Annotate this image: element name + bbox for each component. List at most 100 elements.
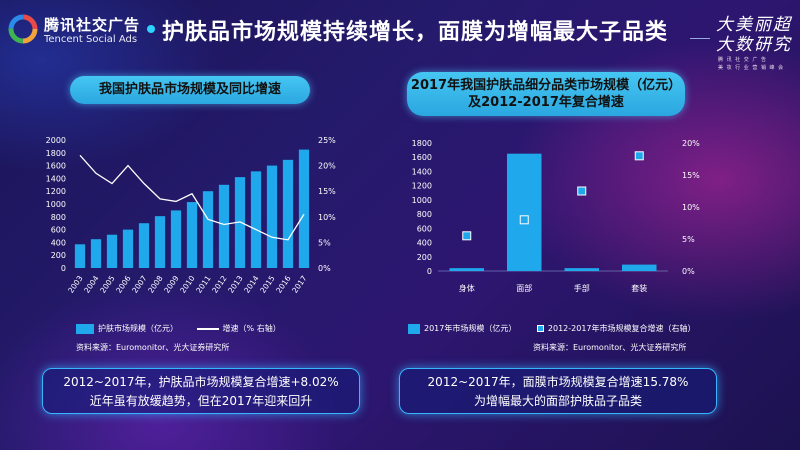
x-tick-label: 2010	[178, 274, 196, 295]
x-tick-label: 面部	[516, 283, 532, 293]
x-tick-label: 身体	[459, 283, 475, 293]
right-source-note: 资料来源：Euromonitor、光大证券研究所	[533, 343, 687, 352]
x-tick-label: 2016	[274, 274, 292, 295]
bar	[250, 171, 262, 268]
x-tick-label: 2005	[98, 274, 116, 295]
left-summary-line1: 2012~2017年，护肤品市场规模复合增速+8.02%	[63, 375, 339, 389]
legend-line-label: 增速（% 右轴）	[222, 324, 281, 333]
bar	[298, 149, 310, 268]
bar	[106, 234, 118, 268]
growth-line	[79, 154, 305, 241]
legend-point-swatch	[536, 325, 544, 332]
tencent-social-ads-logo: 腾讯社交广告 Tencent Social Ads	[6, 10, 146, 50]
logo-text-en: Tencent Social Ads	[44, 34, 138, 45]
legend-bar-swatch	[408, 323, 420, 334]
right-legend: 2017年市场规模（亿元） 2012-2017年市场规模复合增速（右轴）	[408, 323, 696, 334]
bar	[218, 184, 230, 268]
y2-tick-label: 25%	[318, 136, 336, 145]
left-summary-box: 2012~2017年，护肤品市场规模复合增速+8.02% 近年虽有放缓趋势，但在…	[42, 368, 360, 414]
legend-point-label: 2012-2017年市场规模复合增速（右轴）	[547, 324, 696, 333]
cagr-point	[519, 215, 529, 225]
right-summary-box: 2012~2017年，面膜市场规模复合增速15.78% 为增幅最大的面部护肤品子…	[399, 368, 717, 414]
brand-subtitle-2: 美 妆 行 业 营 销 峰 会	[718, 65, 785, 71]
y2-tick-label: 15%	[682, 171, 700, 180]
y-tick-label: 1200	[412, 182, 432, 191]
x-tick-label: 2009	[162, 274, 180, 295]
x-tick-label: 2003	[66, 274, 84, 295]
x-tick-label: 手部	[574, 283, 590, 293]
y-tick-label: 1400	[46, 174, 66, 183]
bar	[74, 244, 86, 268]
bar	[282, 159, 294, 268]
y2-tick-label: 0%	[682, 267, 695, 276]
x-tick-label: 2012	[210, 274, 228, 295]
brand-divider	[690, 38, 710, 39]
y-tick-label: 1600	[46, 162, 66, 171]
brand-badge: 大美丽超 大数研究 腾 讯 社 交 广 告 美 妆 行 业 营 销 峰 会	[702, 8, 792, 74]
y-tick-label: 1400	[412, 167, 432, 176]
logo-text-cn: 腾讯社交广告	[44, 16, 141, 34]
logo-mark-icon	[8, 14, 38, 44]
bar	[266, 165, 278, 268]
y2-tick-label: 5%	[682, 235, 695, 244]
x-tick-label: 2015	[258, 274, 276, 295]
x-tick-label: 2014	[242, 274, 260, 295]
cagr-point	[634, 151, 644, 161]
bar	[122, 229, 134, 268]
page-title: 护肤品市场规模持续增长，面膜为增幅最大子品类	[162, 20, 669, 45]
x-tick-label: 2004	[82, 274, 100, 295]
y-tick-label: 800	[417, 210, 432, 219]
y-tick-label: 200	[417, 253, 432, 262]
right-chart-title: 2017年我国护肤品细分品类市场规模（亿元） 及2012-2017年复合增速	[407, 72, 685, 116]
y-tick-label: 800	[51, 213, 66, 222]
bar	[449, 268, 484, 271]
y-tick-label: 0	[61, 264, 66, 273]
y2-tick-label: 15%	[318, 187, 336, 196]
x-tick-label: 套装	[631, 283, 647, 293]
y2-tick-label: 0%	[318, 264, 331, 273]
x-tick-label: 2008	[146, 274, 164, 295]
right-chart-title-line1: 2017年我国护肤品细分品类市场规模（亿元）	[410, 78, 682, 93]
y-tick-label: 600	[51, 226, 66, 235]
cagr-point	[577, 186, 587, 196]
brand-title-line1: 大美丽超	[716, 15, 792, 35]
x-tick-label: 2011	[194, 274, 212, 295]
y-tick-label: 2000	[46, 136, 66, 145]
y2-tick-label: 10%	[682, 203, 700, 212]
title-bullet-icon	[147, 25, 155, 33]
brand-subtitle-1: 腾 讯 社 交 广 告	[718, 57, 767, 63]
y-tick-label: 1000	[412, 196, 432, 205]
bar	[154, 216, 166, 268]
legend-line-swatch	[196, 327, 219, 330]
cagr-point	[462, 231, 472, 241]
bar	[138, 223, 150, 268]
y2-tick-label: 20%	[318, 162, 336, 171]
x-tick-label: 2006	[114, 274, 132, 295]
left-chart-title: 我国护肤品市场规模及同比增速	[70, 76, 310, 104]
y-tick-label: 600	[417, 224, 432, 233]
bar	[90, 239, 102, 268]
bar	[622, 264, 657, 271]
right-summary-line2: 为增幅最大的面部护肤品子品类	[473, 394, 642, 408]
bar	[564, 268, 599, 271]
y-tick-label: 0	[427, 267, 432, 276]
y2-tick-label: 20%	[682, 139, 700, 148]
right-chart-title-line2: 及2012-2017年复合增速	[468, 95, 624, 110]
bar	[507, 153, 542, 271]
brand-title-line2: 大数研究	[716, 35, 792, 55]
bar	[202, 191, 214, 268]
y-tick-label: 1200	[46, 187, 66, 196]
y-tick-label: 400	[51, 238, 66, 247]
legend-bar-label: 护肤市场规模（亿元）	[98, 324, 178, 333]
legend-bar-label: 2017年市场规模（亿元）	[424, 324, 517, 333]
bar	[170, 210, 182, 268]
x-tick-label: 2017	[290, 274, 308, 295]
bar	[186, 202, 198, 268]
y2-tick-label: 10%	[318, 213, 336, 222]
left-summary-line2: 近年虽有放缓趋势，但在2017年迎来回升	[89, 394, 313, 408]
y-tick-label: 1800	[412, 139, 432, 148]
x-tick-label: 2007	[130, 274, 148, 295]
y-tick-label: 400	[417, 239, 432, 248]
y-tick-label: 1000	[46, 200, 66, 209]
